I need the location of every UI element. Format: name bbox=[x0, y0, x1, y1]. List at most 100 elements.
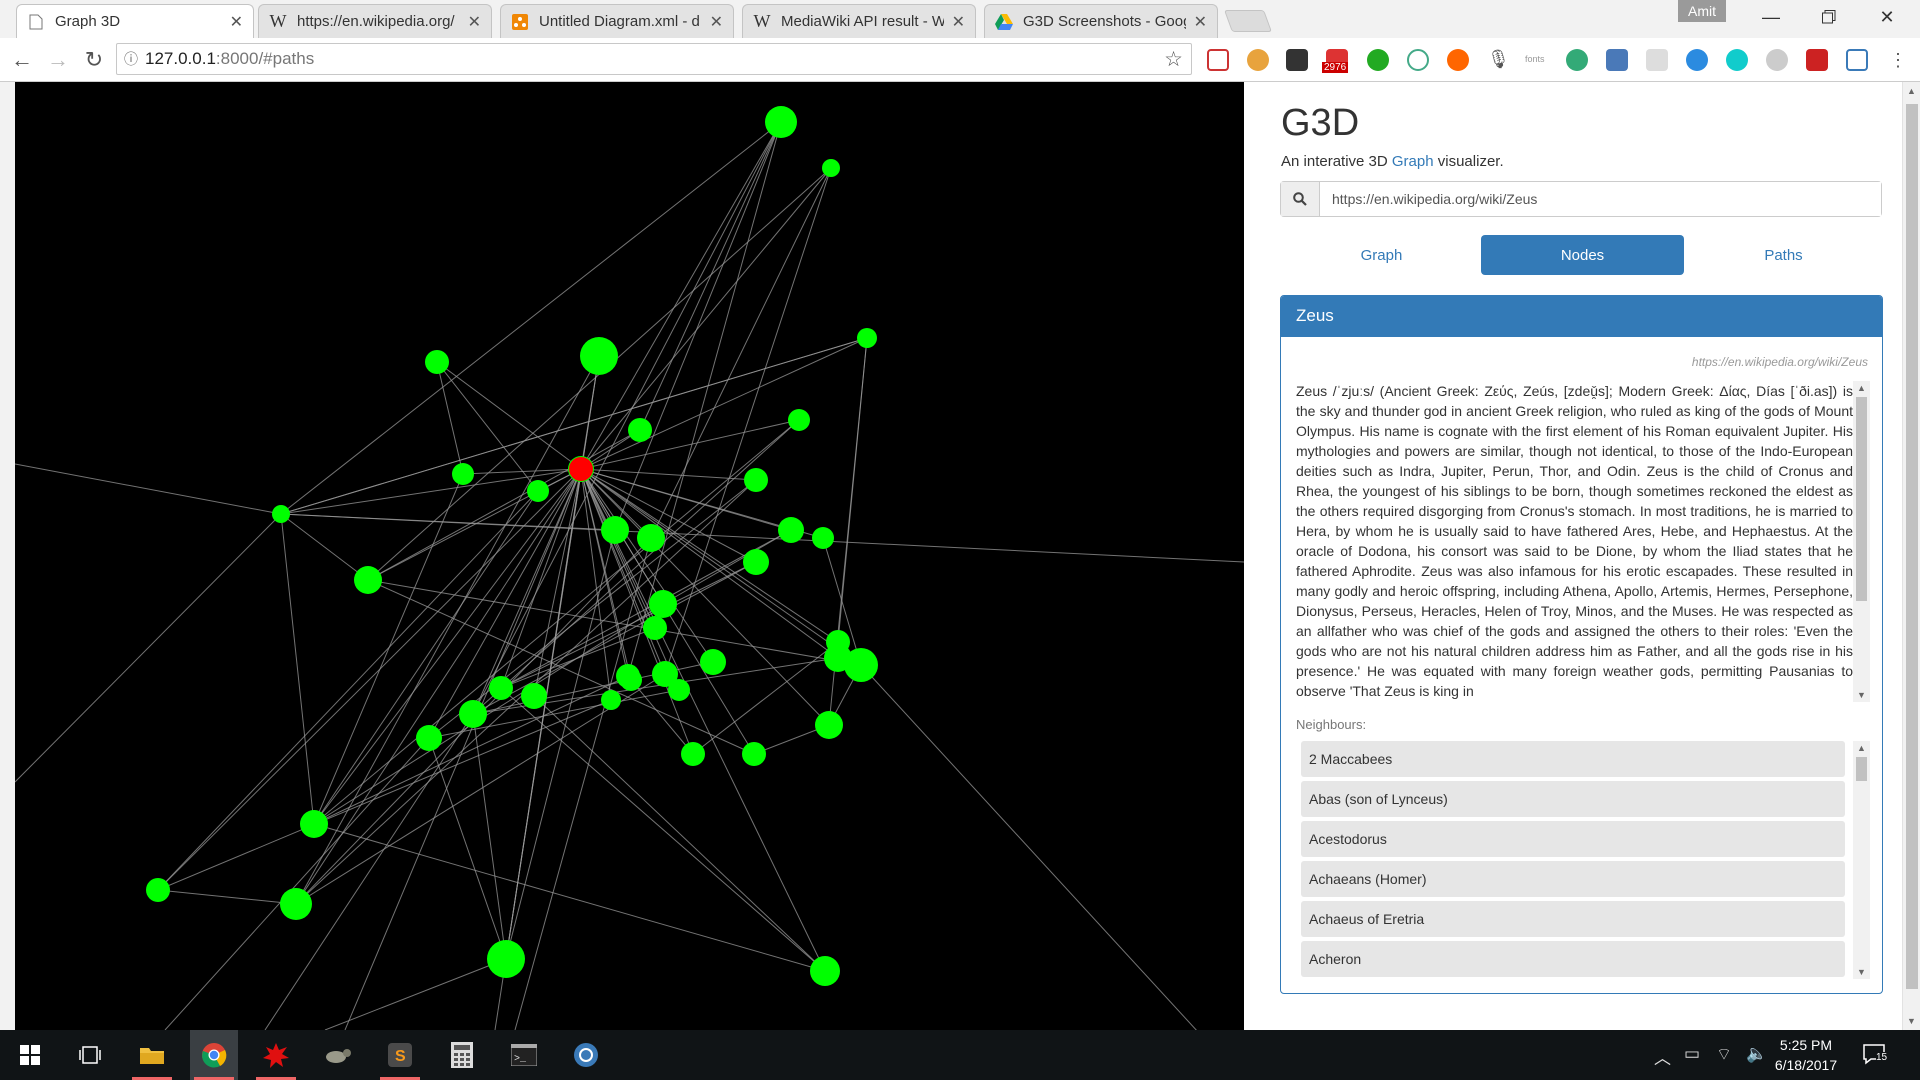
graph-node[interactable] bbox=[788, 409, 810, 431]
tab-wikipedia[interactable]: W https://en.wikipedia.org/ ✕ bbox=[258, 4, 492, 38]
microphone-icon[interactable]: 🎙 bbox=[1487, 49, 1510, 69]
app-animal-icon[interactable] bbox=[314, 1030, 362, 1080]
tab-g3d-screenshots[interactable]: G3D Screenshots - Goog ✕ bbox=[984, 4, 1218, 38]
scroll-up-icon[interactable]: ▲ bbox=[1857, 743, 1866, 753]
selected-graph-node[interactable] bbox=[569, 457, 593, 481]
extension-icon[interactable] bbox=[1447, 49, 1469, 71]
calculator-icon[interactable] bbox=[438, 1030, 486, 1080]
info-icon[interactable]: ⓘ bbox=[124, 51, 138, 67]
graph-node[interactable] bbox=[459, 700, 487, 728]
graph-node[interactable] bbox=[637, 524, 665, 552]
node-source-link[interactable]: https://en.wikipedia.org/wiki/Zeus bbox=[1691, 355, 1868, 369]
extension-icon[interactable] bbox=[1726, 49, 1748, 71]
gmail-extension-icon[interactable] bbox=[1207, 49, 1229, 71]
close-icon[interactable]: ✕ bbox=[709, 13, 723, 31]
graph-node[interactable] bbox=[601, 690, 621, 710]
profile-button[interactable]: Amit bbox=[1678, 0, 1726, 22]
pocket-extension-icon[interactable] bbox=[1286, 49, 1308, 71]
file-explorer-icon[interactable] bbox=[128, 1030, 176, 1080]
graph-node[interactable] bbox=[765, 106, 797, 138]
summary-scrollbar[interactable]: ▲ ▼ bbox=[1853, 381, 1870, 702]
scrollbar-thumb[interactable] bbox=[1856, 397, 1867, 601]
forward-icon[interactable]: → bbox=[47, 47, 69, 72]
graph-node[interactable] bbox=[416, 725, 442, 751]
graph-node[interactable] bbox=[649, 590, 677, 618]
graph-node[interactable] bbox=[527, 480, 549, 502]
extension-icon[interactable] bbox=[1806, 49, 1828, 71]
back-icon[interactable]: ← bbox=[11, 47, 33, 72]
screenshot-extension-icon[interactable] bbox=[1846, 49, 1868, 71]
graph-node[interactable] bbox=[681, 742, 705, 766]
graph-node[interactable] bbox=[743, 549, 769, 575]
new-tab-button[interactable] bbox=[1223, 10, 1273, 32]
graph-node[interactable] bbox=[425, 350, 449, 374]
graph-node[interactable] bbox=[620, 669, 642, 691]
scrollbar-thumb[interactable] bbox=[1856, 757, 1867, 781]
graph-node[interactable] bbox=[815, 711, 843, 739]
chrome-icon[interactable] bbox=[190, 1030, 238, 1080]
graph-node[interactable] bbox=[489, 676, 513, 700]
extension-icon[interactable] bbox=[1686, 49, 1708, 71]
list-item[interactable]: Achaeans (Homer) bbox=[1301, 861, 1845, 897]
wifi-icon[interactable]: ⌔ bbox=[1716, 1045, 1732, 1064]
notifications-icon[interactable]: 15 bbox=[1862, 1043, 1888, 1065]
tab-mediawiki[interactable]: W MediaWiki API result - W ✕ bbox=[742, 4, 976, 38]
graph-link[interactable]: Graph bbox=[1391, 153, 1434, 170]
close-icon[interactable]: ✕ bbox=[951, 13, 965, 31]
graph-node[interactable] bbox=[810, 956, 840, 986]
graph-node[interactable] bbox=[452, 463, 474, 485]
graph-node[interactable] bbox=[812, 527, 834, 549]
restore-icon[interactable] bbox=[1800, 0, 1858, 34]
extension-icon[interactable] bbox=[1766, 49, 1788, 71]
app-blue-circle-icon[interactable] bbox=[562, 1030, 610, 1080]
terminal-icon[interactable]: >_ bbox=[500, 1030, 548, 1080]
graph-node[interactable] bbox=[580, 337, 618, 375]
extension-icon[interactable] bbox=[1646, 49, 1668, 71]
neighbours-scrollbar[interactable]: ▲ ▼ bbox=[1853, 741, 1870, 979]
page-scrollbar[interactable]: ▲ ▼ bbox=[1902, 82, 1920, 1030]
task-view-icon[interactable] bbox=[66, 1030, 114, 1080]
windows-start-icon[interactable] bbox=[6, 1030, 54, 1080]
close-icon[interactable]: ✕ bbox=[229, 13, 243, 31]
list-item[interactable]: Achaeus of Eretria bbox=[1301, 901, 1845, 937]
volume-icon[interactable]: 🔈 bbox=[1746, 1044, 1768, 1063]
graph-node[interactable] bbox=[668, 679, 690, 701]
chevron-up-icon[interactable]: ︿ bbox=[1654, 1049, 1671, 1068]
graph-node[interactable] bbox=[354, 566, 382, 594]
tab-nodes[interactable]: Nodes bbox=[1481, 235, 1684, 275]
app-red-splat-icon[interactable] bbox=[252, 1030, 300, 1080]
scroll-up-icon[interactable]: ▲ bbox=[1857, 383, 1866, 393]
graph-node[interactable] bbox=[300, 810, 328, 838]
scrollbar-thumb[interactable] bbox=[1906, 104, 1918, 989]
tab-paths[interactable]: Paths bbox=[1764, 246, 1803, 264]
graph-node[interactable] bbox=[700, 649, 726, 675]
graph-node[interactable] bbox=[487, 940, 525, 978]
close-icon[interactable]: ✕ bbox=[1193, 13, 1207, 31]
graph-node[interactable] bbox=[857, 328, 877, 348]
address-bar[interactable]: ⓘ 127.0.0.1:8000/#paths ☆ bbox=[116, 43, 1192, 75]
graph-node[interactable] bbox=[643, 616, 667, 640]
chrome-menu-icon[interactable]: ⋮ bbox=[1889, 49, 1907, 70]
sublime-text-icon[interactable]: S bbox=[376, 1030, 424, 1080]
address-text[interactable]: 127.0.0.1:8000/#paths bbox=[145, 49, 314, 69]
graph-node[interactable] bbox=[601, 516, 629, 544]
extension-icon[interactable] bbox=[1566, 49, 1588, 71]
fonts-extension-icon[interactable]: fonts bbox=[1525, 54, 1545, 64]
graph-node[interactable] bbox=[822, 159, 840, 177]
graph-node[interactable] bbox=[744, 468, 768, 492]
list-item[interactable]: 2 Maccabees bbox=[1301, 741, 1845, 777]
extension-icon[interactable] bbox=[1367, 49, 1389, 71]
tab-diagram[interactable]: Untitled Diagram.xml - d ✕ bbox=[500, 4, 734, 38]
graph-canvas[interactable] bbox=[15, 82, 1244, 1030]
battery-icon[interactable]: ▭ bbox=[1684, 1044, 1701, 1063]
close-icon[interactable]: ✕ bbox=[467, 13, 481, 31]
extension-icon[interactable] bbox=[1407, 49, 1429, 71]
graph-node[interactable] bbox=[280, 888, 312, 920]
bookmark-star-icon[interactable]: ☆ bbox=[1164, 48, 1183, 71]
list-item[interactable]: Acheron bbox=[1301, 941, 1845, 977]
extension-icon[interactable] bbox=[1247, 49, 1269, 71]
graph-node[interactable] bbox=[628, 418, 652, 442]
minimize-icon[interactable]: — bbox=[1762, 6, 1780, 27]
graph-node[interactable] bbox=[844, 648, 878, 682]
graph-node[interactable] bbox=[652, 661, 678, 687]
